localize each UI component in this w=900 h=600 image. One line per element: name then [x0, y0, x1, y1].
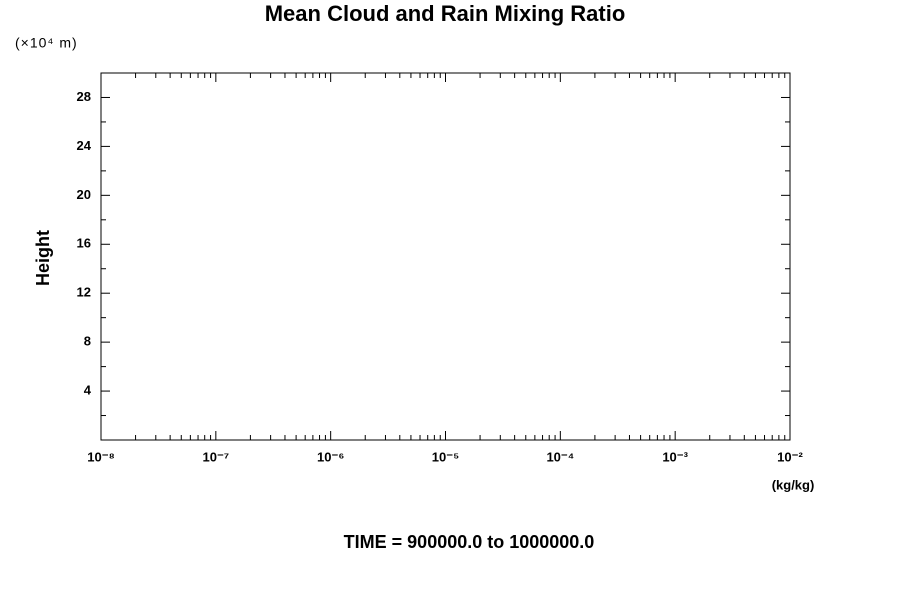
- x-tick-label: 10⁻⁶: [317, 449, 344, 464]
- x-unit: (kg/kg): [772, 477, 815, 492]
- chart-title: Mean Cloud and Rain Mixing Ratio: [265, 1, 626, 26]
- y-axis-label: Height: [33, 230, 53, 286]
- y-tick-label: 8: [84, 334, 91, 349]
- y-tick-label: 16: [77, 236, 91, 251]
- y-tick-label: 24: [77, 138, 92, 153]
- y-tick-label: 20: [77, 187, 91, 202]
- y-tick-label: 12: [77, 285, 91, 300]
- y-unit: (×10⁴ m): [15, 35, 78, 51]
- y-tick-label: 4: [84, 383, 92, 398]
- x-tick-label: 10⁻⁴: [546, 449, 574, 464]
- annotation: TIME = 900000.0 to 1000000.0: [344, 532, 595, 552]
- x-tick-label: 10⁻⁸: [87, 449, 114, 464]
- plot-frame: [100, 72, 791, 441]
- y-tick-label: 28: [77, 89, 91, 104]
- x-tick-label: 10⁻³: [662, 449, 688, 464]
- x-tick-label: 10⁻⁵: [432, 449, 459, 464]
- x-tick-label: 10⁻²: [777, 449, 803, 464]
- x-tick-label: 10⁻⁷: [202, 449, 229, 464]
